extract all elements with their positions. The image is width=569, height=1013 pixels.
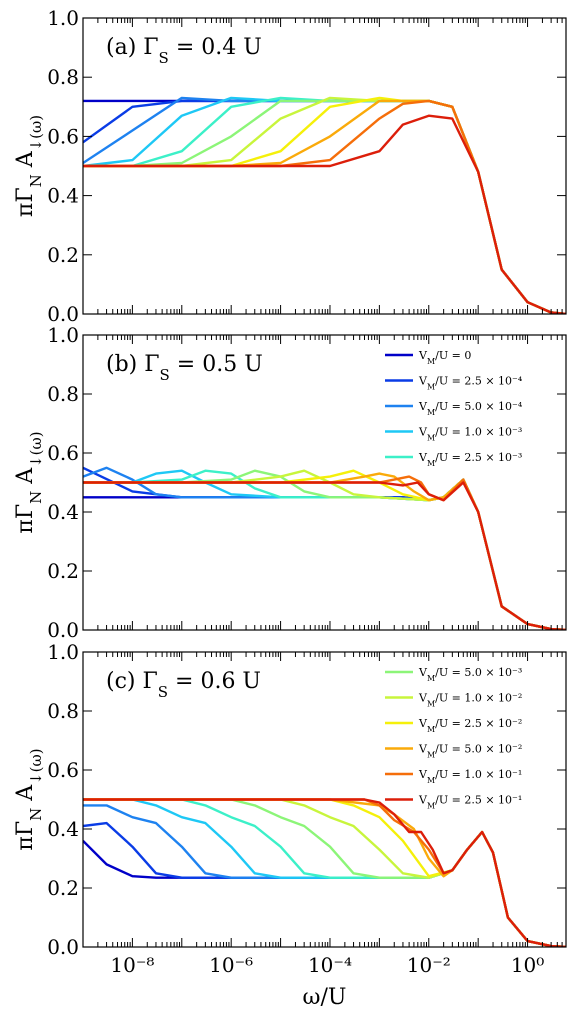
y-tick-label: 0.0: [47, 302, 79, 326]
x-tick-label: 10⁻⁶: [209, 953, 253, 977]
x-tick-label: 10⁰: [511, 953, 544, 977]
y-axis-title: πΓN A↓(ω): [13, 115, 45, 217]
y-tick-label: 0.8: [47, 65, 79, 89]
y-tick-label: 1.0: [47, 640, 79, 664]
x-axis-title: ω/U: [303, 985, 347, 1010]
series-line: [83, 96, 566, 314]
legend-label: VM/U = 1.0 × 10⁻³: [418, 426, 522, 443]
y-tick-label: 1.0: [47, 323, 79, 347]
y-tick-label: 0.6: [47, 124, 79, 148]
series-line: [83, 830, 566, 947]
panel-label: (a) ΓS = 0.4 U: [106, 35, 262, 67]
panel-label: (c) ΓS = 0.6 U: [106, 669, 261, 701]
y-tick-label: 0.8: [47, 699, 79, 723]
legend-label: VM/U = 5.0 × 10⁻²: [418, 743, 522, 760]
plot-frame: [82, 17, 567, 315]
series-line: [83, 466, 566, 630]
legend-label: VM/U = 1.0 × 10⁻²: [418, 692, 522, 709]
legend-label: VM/U = 0: [418, 349, 471, 366]
series-line: [83, 99, 566, 314]
plot-frame: [82, 334, 567, 631]
series-line: [83, 798, 566, 947]
y-tick-label: 1.0: [47, 6, 79, 30]
y-tick-label: 0.0: [47, 618, 79, 642]
series-line: [83, 99, 566, 314]
y-tick-label: 0.4: [47, 500, 79, 524]
panel-2: 0.0 0.2 0.4 0.6 0.8 1.0 πΓN A↓(ω) (b) ΓS = 0.5 …: [13, 323, 567, 642]
x-tick-label: 10⁻⁴: [308, 953, 352, 977]
y-tick-label: 0.6: [47, 758, 79, 782]
series-line: [83, 99, 566, 314]
y-axis-title: πΓN A↓(ω): [13, 431, 45, 533]
y-tick-label: 0.8: [47, 382, 79, 406]
series-line: [83, 96, 566, 314]
y-tick-label: 0.4: [47, 817, 79, 841]
legend-label: VM/U = 2.5 × 10⁻³: [418, 451, 522, 468]
series-line: [83, 96, 566, 314]
x-tick-label: 10⁻²: [407, 953, 451, 977]
legend-label: VM/U = 2.5 × 10⁻²: [418, 717, 522, 734]
series-line: [83, 475, 566, 630]
series-line: [83, 478, 566, 630]
series-line: [83, 96, 566, 314]
y-tick-label: 0.4: [47, 184, 79, 208]
panel-label: (b) ΓS = 0.5 U: [106, 352, 263, 384]
panel-3: 0.0 0.2 0.4 0.6 0.8 1.0 πΓN A↓(ω) (c) ΓS = 0.6 …: [13, 640, 567, 959]
legend-label: VM/U = 2.5 × 10⁻⁴: [418, 375, 523, 392]
series-line: [83, 96, 566, 314]
legend: VM/U = 0 VM/U = 2.5 × 10⁻⁴ VM/U = 5.0 × 10…: [385, 349, 523, 468]
legend-label: VM/U = 5.0 × 10⁻³: [418, 666, 522, 683]
series-line: [83, 481, 566, 630]
y-axis-title: πΓN A↓(ω): [13, 748, 45, 850]
y-tick-label: 0.2: [47, 876, 79, 900]
series-line: [83, 466, 566, 630]
series-line: [83, 114, 566, 314]
legend-label: VM/U = 1.0 × 10⁻¹: [418, 768, 522, 785]
y-tick-label: 0.0: [47, 935, 79, 959]
plot-frame: [82, 651, 567, 948]
x-tick-label: 10⁻⁸: [110, 953, 154, 977]
y-tick-label: 0.2: [47, 559, 79, 583]
legend-label: VM/U = 5.0 × 10⁻⁴: [418, 400, 523, 417]
legend: VM/U = 5.0 × 10⁻³ VM/U = 1.0 × 10⁻² VM/U =…: [385, 666, 522, 810]
series-line: [83, 99, 566, 314]
panel-1: 0.0 0.2 0.4 0.6 0.8 1.0 πΓN A↓(ω) (a) ΓS = 0.4 …: [13, 6, 567, 326]
legend-label: VM/U = 2.5 × 10⁻¹: [418, 794, 522, 811]
y-tick-label: 0.6: [47, 441, 79, 465]
series-line: [83, 99, 566, 314]
y-tick-label: 0.2: [47, 243, 79, 267]
